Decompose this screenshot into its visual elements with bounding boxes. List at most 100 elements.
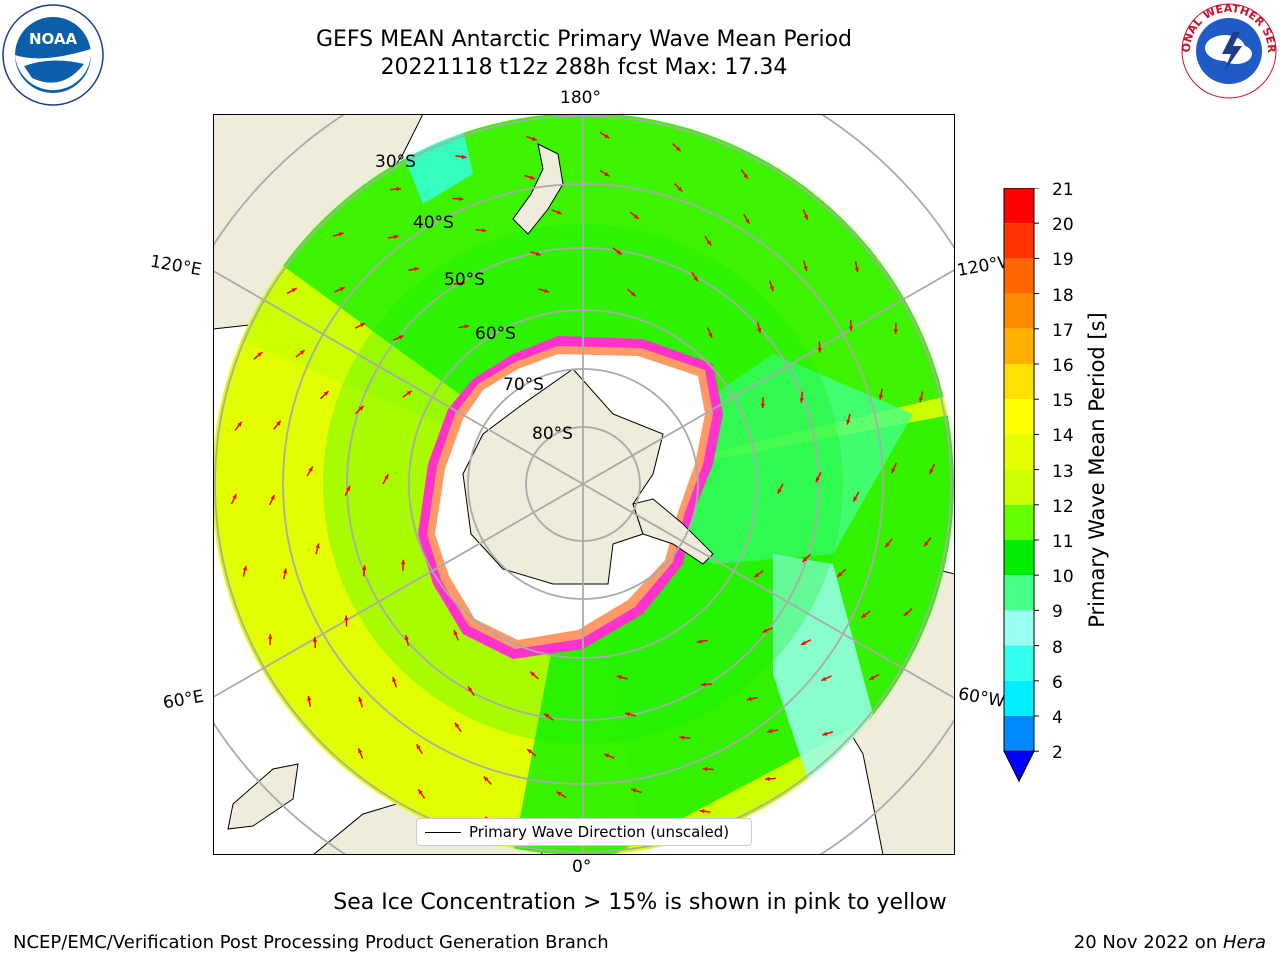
wave-arrow-head [702, 766, 708, 772]
wave-arrow-head [237, 421, 242, 427]
wave-arrow-head [307, 695, 312, 701]
wave-arrow-head [530, 671, 536, 677]
wave-arrow-head [903, 611, 909, 616]
lat-label-50: 50°S [444, 270, 485, 290]
wave-arrow-head [885, 542, 890, 548]
wave-arrow-head [544, 713, 550, 719]
legend-label: Primary Wave Direction (unscaled) [469, 823, 730, 841]
wave-arrow-head [362, 565, 367, 571]
colorbar-tick-label: 19 [1052, 250, 1074, 271]
lon-label-left-upper: 120°E [148, 251, 204, 281]
wave-arrow-head [800, 640, 806, 645]
wave-arrow-head [746, 696, 752, 702]
wave-arrow-head [924, 541, 929, 547]
wave-arrow-head [556, 210, 562, 215]
wave-arrow-head [404, 635, 409, 640]
footer-branch: NCEP/EMC/Verification Post Processing Pr… [13, 932, 609, 953]
noaa-logo: NOAA [2, 4, 104, 106]
wave-arrow-head [677, 186, 683, 192]
wave-arrow-head [757, 328, 762, 333]
wave-arrow-head [270, 494, 275, 500]
wave-arrow-head [358, 748, 363, 754]
wave-arrow-head [696, 639, 702, 644]
colorbar-tick-label: 9 [1052, 602, 1063, 623]
wave-arrow-head [604, 753, 610, 758]
wave-arrow-head [291, 288, 297, 293]
wave-arrow-head [414, 266, 420, 272]
lat-label-70: 70°S [503, 375, 544, 395]
wave-arrow-head [398, 335, 404, 340]
colorbar-tick-label: 2 [1052, 743, 1063, 764]
lat-label-80: 80°S [532, 424, 573, 444]
wave-arrow-head [708, 332, 713, 338]
wave-arrow-head [299, 350, 305, 355]
wave-arrow-head [802, 557, 808, 562]
wave-arrow-head [765, 776, 770, 782]
graticule [213, 114, 955, 855]
colorbar-segment [1004, 328, 1034, 364]
footer-host: Hera [1222, 932, 1266, 953]
wave-arrow-head [815, 477, 820, 483]
colorbar-segment [1004, 540, 1034, 576]
colorbar-under-arrow [1003, 750, 1035, 783]
colorbar-tick-label: 17 [1052, 320, 1074, 341]
wave-arrow-head [406, 390, 412, 396]
wave-arrow-head [777, 488, 782, 494]
wave-arrow-head [869, 675, 875, 680]
colorbar-segment [1004, 188, 1034, 224]
wave-arrow-head [312, 637, 318, 642]
wave-arrow-head [706, 240, 712, 246]
wave-arrow-head [822, 731, 828, 736]
wave-arrow-head [527, 749, 533, 754]
wave-arrow-head [630, 291, 636, 297]
wave-arrow-head [803, 266, 808, 272]
wave-arrow-head [799, 397, 804, 403]
colorbar-tick-label: 21 [1052, 180, 1074, 200]
colorbar-tick-label: 13 [1052, 461, 1074, 482]
wave-arrow-head [468, 686, 473, 692]
colorbar-segment [1004, 575, 1034, 611]
wave-arrow-head [767, 728, 773, 734]
wave-arrow-head [282, 568, 288, 574]
wave-arrow-head [461, 154, 467, 159]
antarctica-land [462, 368, 664, 585]
wave-arrow-head [460, 281, 466, 286]
wave-arrow-head [242, 565, 248, 571]
colorbar-tick-label: 12 [1052, 496, 1074, 517]
wave-arrow-head [837, 572, 843, 577]
wave-arrow-head [760, 403, 766, 409]
wave-arrow-head [418, 789, 423, 795]
colorbar-tick-label: 6 [1052, 672, 1063, 693]
land-madagascar [227, 763, 299, 830]
wave-arrow-head [861, 613, 867, 618]
colorbar-tick-label: 8 [1052, 637, 1063, 658]
wave-arrow-head [893, 329, 898, 334]
wave-arrow-head [358, 696, 363, 702]
colorbar-tick-label: 15 [1052, 391, 1074, 412]
lat-label-40: 40°S [413, 213, 454, 233]
colorbar-segment [1004, 610, 1034, 646]
wave-arrow-head [416, 744, 421, 750]
wave-arrow-head [848, 326, 854, 331]
wave-arrow-head [769, 286, 774, 292]
field-cyan-sa [773, 554, 873, 794]
wave-arrow-head [315, 543, 320, 549]
wave-arrow-head [846, 419, 851, 425]
lon-label-right-lower: 60°W [956, 684, 1007, 712]
wave-arrow-head [762, 628, 768, 633]
colorbar-tick-label: 20 [1052, 215, 1074, 236]
colorbar-segment [1004, 293, 1034, 329]
colorbar-segment [1004, 399, 1034, 435]
wave-arrow-head [338, 232, 344, 237]
wave-arrow-head [392, 676, 397, 682]
wave-arrow-head [400, 559, 406, 565]
colorbar-tick-label: 4 [1052, 708, 1063, 728]
wave-arrow-head [483, 776, 489, 782]
wave-direction-arrows [230, 131, 936, 837]
colorbar-segment [1004, 258, 1034, 294]
wave-arrow-head [458, 196, 464, 202]
colorbar-segment [1004, 223, 1034, 259]
wave-arrow-head [675, 146, 681, 152]
wave-arrow-head [693, 276, 698, 282]
wave-arrow-head [232, 493, 237, 499]
